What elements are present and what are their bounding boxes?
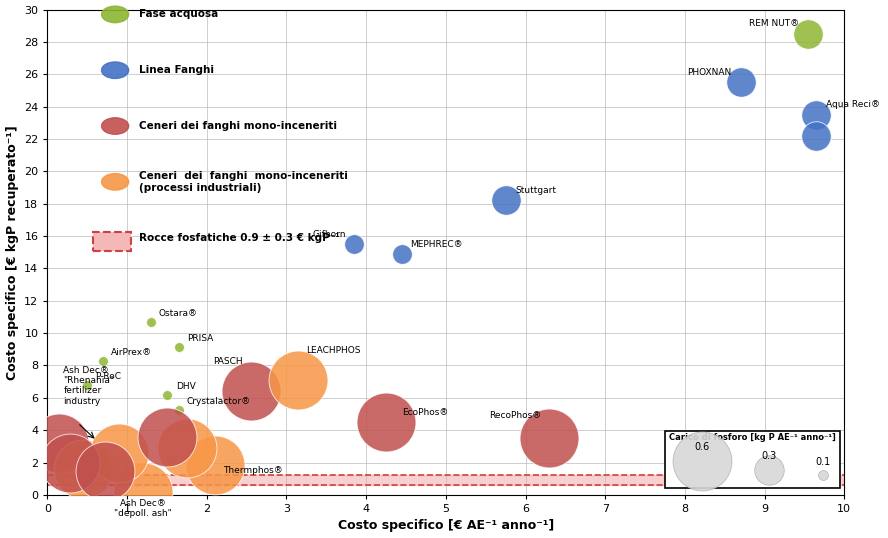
Text: RecoPhos®: RecoPhos® [489,412,542,421]
Point [395,250,409,258]
Text: Crystalactor®: Crystalactor® [186,397,251,406]
Text: Linea Fanghi: Linea Fanghi [139,65,214,75]
Text: DHV: DHV [177,381,196,391]
Point [733,78,748,87]
Point [136,488,150,497]
Text: LEACHPHOS: LEACHPHOS [306,346,361,355]
Text: Carico di fosforo [kg P AE⁻¹ anno⁻¹]: Carico di fosforo [kg P AE⁻¹ anno⁻¹] [670,433,836,442]
Point [347,240,361,249]
Point [179,444,194,452]
Point [160,433,174,442]
Text: Gifhorn: Gifhorn [313,230,346,239]
Text: Ceneri dei fanghi mono-inceneriti: Ceneri dei fanghi mono-inceneriti [139,121,337,131]
Point [379,418,393,427]
Point [695,457,710,465]
Text: Fase acquosa: Fase acquosa [139,9,218,19]
Text: Ash Dec®
"depoll. ash": Ash Dec® "depoll. ash" [115,499,172,518]
Text: MEPHREC®: MEPHREC® [410,240,463,249]
Circle shape [101,62,129,79]
Text: Stuttgart: Stuttgart [515,186,556,195]
Text: PRISA: PRISA [186,334,213,343]
Point [96,356,110,365]
Text: Ceneri  dei  fanghi  mono-inceneriti
(processi industriali): Ceneri dei fanghi mono-inceneriti (proce… [139,171,348,193]
Y-axis label: Costo specifico [€ kgP recuperato⁻¹]: Costo specifico [€ kgP recuperato⁻¹] [5,125,19,380]
Point [543,434,557,443]
Bar [665,431,840,487]
Point [160,390,174,399]
Text: EcoPhos®: EcoPhos® [402,408,448,417]
Point [809,110,823,119]
Point [809,131,823,140]
Text: AirPrex®: AirPrex® [111,348,152,357]
Point [801,30,815,38]
Point [144,317,158,326]
Point [208,461,222,469]
Circle shape [101,118,129,134]
Text: PHOXNAN: PHOXNAN [686,68,731,77]
Point [98,466,112,475]
Text: Thermphos®: Thermphos® [223,466,282,475]
Point [171,343,186,351]
Text: 0.6: 0.6 [694,442,710,452]
Text: Rocce fosfatiche 0.9 ± 0.3 € kgP⁻¹: Rocce fosfatiche 0.9 ± 0.3 € kgP⁻¹ [139,232,340,243]
Text: Aqua Reci®: Aqua Reci® [826,100,880,109]
Point [291,376,305,384]
X-axis label: Costo specifico [€ AE⁻¹ anno⁻¹]: Costo specifico [€ AE⁻¹ anno⁻¹] [337,520,554,533]
Text: Ostara®: Ostara® [159,309,198,318]
Point [243,387,258,395]
Text: 0.3: 0.3 [761,451,776,461]
Circle shape [101,174,129,190]
Point [498,196,512,205]
Point [762,465,776,474]
Point [112,449,126,457]
Bar [47,476,844,485]
Point [171,406,186,414]
Text: PASCH: PASCH [213,357,242,366]
FancyBboxPatch shape [93,232,131,251]
Text: Ash Dec®
"Rhenania"
fertilizer
industry: Ash Dec® "Rhenania" fertilizer industry [63,366,115,406]
Point [76,465,91,473]
Point [52,439,67,448]
Circle shape [101,6,129,23]
Point [62,458,76,467]
Text: 0.1: 0.1 [815,457,830,466]
Text: REM NUT®: REM NUT® [749,19,799,28]
Point [80,380,94,389]
Point [816,471,830,480]
Text: P-RoC: P-RoC [95,372,121,381]
